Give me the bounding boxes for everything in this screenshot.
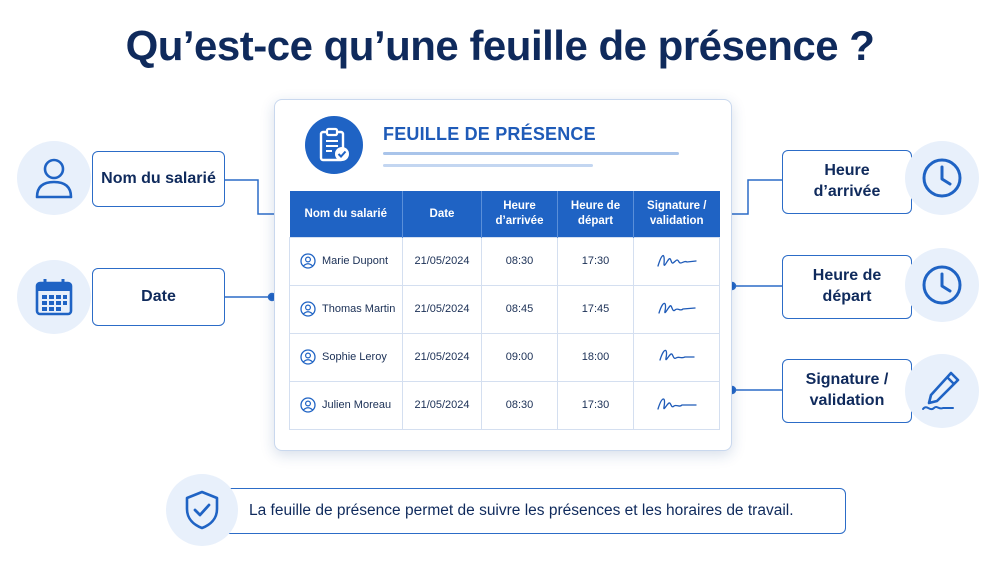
- table-row: Sophie Leroy 21/05/2024 09:00 18:00: [289, 332, 720, 382]
- date-text: Date: [141, 287, 176, 305]
- signature-cell: [633, 380, 720, 430]
- employee-name: Julien Moreau: [322, 399, 392, 411]
- departure-cell: 17:45: [557, 284, 634, 334]
- table-row: Julien Moreau 21/05/2024 08:30 17:30: [289, 380, 720, 430]
- card-divider: [383, 152, 679, 155]
- attendance-table: Nom du salarié Date Heure d’arrivée Heur…: [289, 191, 720, 430]
- card-divider: [383, 164, 593, 167]
- signature-cell: [633, 236, 720, 286]
- date-cell: 21/05/2024: [402, 332, 482, 382]
- user-icon: [35, 158, 73, 199]
- footer-note: La feuille de présence permet de suivre …: [218, 488, 846, 534]
- arrival-cell: 09:00: [481, 332, 558, 382]
- calendar-icon: [35, 279, 73, 316]
- arrival-cell: 08:30: [481, 380, 558, 430]
- card-heading: FEUILLE DE PRÉSENCE: [383, 124, 596, 144]
- date-cell: 21/05/2024: [402, 284, 482, 334]
- employee-name: Marie Dupont: [322, 255, 389, 267]
- date-cell: 21/05/2024: [402, 380, 482, 430]
- signature-scribble: [656, 254, 697, 267]
- avatar-icon: [300, 253, 316, 269]
- card-icon-circle: [305, 116, 363, 174]
- signature-scribble: [656, 397, 697, 410]
- employee-name-label: Nom du salarié: [92, 151, 225, 207]
- page-title: Qu’est-ce qu’une feuille de présence ?: [125, 22, 875, 69]
- signature-scribble: [657, 302, 696, 314]
- arrival-time-text: Heure d’arrivée: [813, 162, 881, 200]
- table-header-row: Nom du salarié Date Heure d’arrivée Heur…: [289, 191, 720, 237]
- signature-scribble: [658, 349, 695, 361]
- signature-cell: [633, 332, 720, 382]
- employee-name-text: Nom du salarié: [101, 169, 216, 187]
- header-employee-name: Nom du salarié: [289, 191, 403, 237]
- departure-cell: 17:30: [557, 380, 634, 430]
- arrival-cell: 08:30: [481, 236, 558, 286]
- signature-cell: [633, 284, 720, 334]
- employee-name: Sophie Leroy: [322, 351, 387, 363]
- departure-icon-circle: [905, 248, 979, 322]
- arrival-icon-circle: [905, 141, 979, 215]
- clock-icon: [922, 158, 962, 198]
- date-icon-circle: [17, 260, 91, 334]
- table-row: Marie Dupont 21/05/2024 08:30 17:30: [289, 236, 720, 286]
- departure-time-text: Heure de départ: [812, 267, 882, 305]
- signature-icon-circle: [905, 354, 979, 428]
- signature-text: Signature / validation: [805, 371, 889, 409]
- avatar-icon: [300, 349, 316, 365]
- employee-name: Thomas Martin: [322, 303, 396, 315]
- employee-icon-circle: [17, 141, 91, 215]
- departure-cell: 17:30: [557, 236, 634, 286]
- departure-cell: 18:00: [557, 332, 634, 382]
- attendance-sheet-card: FEUILLE DE PRÉSENCE Nom du salarié Date …: [274, 99, 732, 451]
- arrival-time-label: Heure d’arrivée: [782, 150, 912, 214]
- table-row: Thomas Martin 21/05/2024 08:45 17:45: [289, 284, 720, 334]
- departure-time-label: Heure de départ: [782, 255, 912, 319]
- header-arrival: Heure d’arrivée: [481, 191, 558, 237]
- clipboard-check-icon: [319, 127, 349, 162]
- signature-label: Signature / validation: [782, 359, 912, 423]
- avatar-icon: [300, 397, 316, 413]
- header-signature: Signature / validation: [633, 191, 720, 237]
- header-departure: Heure de départ: [557, 191, 634, 237]
- date-label: Date: [92, 268, 225, 326]
- date-cell: 21/05/2024: [402, 236, 482, 286]
- footer-icon-circle: [166, 474, 238, 546]
- footer-text: La feuille de présence permet de suivre …: [249, 502, 794, 519]
- pen-icon: [922, 371, 960, 411]
- arrival-cell: 08:45: [481, 284, 558, 334]
- clock-icon: [922, 265, 962, 305]
- shield-check-icon: [185, 490, 219, 530]
- header-date: Date: [402, 191, 482, 237]
- avatar-icon: [300, 301, 316, 317]
